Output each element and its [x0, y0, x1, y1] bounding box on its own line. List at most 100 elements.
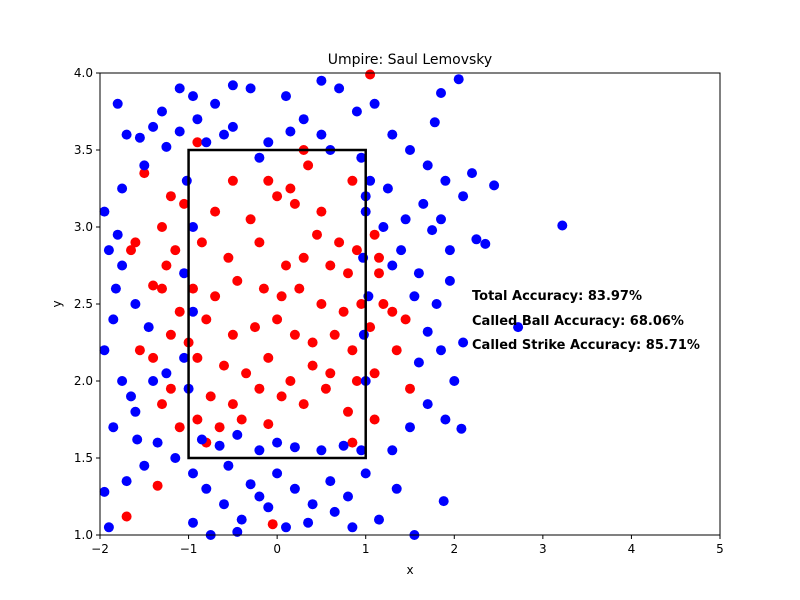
pitch-point	[130, 299, 141, 309]
pitch-point	[110, 283, 121, 294]
pitch-point	[281, 260, 291, 271]
x-axis-label: x	[406, 563, 413, 577]
pitch-point	[148, 280, 159, 291]
pitch-point	[356, 299, 367, 309]
x-axis-ticks: −2 −1 0 1 2 3 4 5	[91, 535, 724, 556]
pitch-point	[112, 98, 123, 109]
pitch-point	[365, 175, 376, 186]
pitch-point	[378, 299, 389, 309]
pitch-point	[254, 152, 265, 163]
x-tick-label: 2	[450, 542, 458, 556]
pitch-point	[254, 491, 265, 502]
pitch-point	[365, 322, 376, 333]
pitch-point	[227, 399, 238, 410]
pitch-point	[188, 468, 198, 479]
pitch-point	[165, 383, 176, 394]
pitch-point	[165, 191, 176, 202]
y-tick-label: 2.5	[74, 297, 93, 311]
pitch-point	[170, 453, 181, 463]
pitch-point	[130, 237, 141, 248]
pitch-point	[132, 434, 143, 445]
pitch-point	[245, 83, 256, 94]
pitch-point	[188, 283, 198, 294]
pitch-point	[444, 275, 455, 286]
pitch-point	[179, 352, 190, 363]
pitch-point	[170, 245, 181, 256]
pitch-point	[219, 360, 229, 371]
pitch-point	[245, 214, 256, 225]
pitch-point	[391, 345, 402, 356]
pitch-point	[223, 252, 234, 263]
pitch-point	[201, 314, 212, 325]
pitch-point	[343, 268, 353, 279]
pitch-point	[405, 145, 415, 155]
pitch-point	[356, 152, 367, 163]
pitch-point	[440, 414, 451, 425]
pitch-point	[405, 383, 415, 394]
pitch-point	[356, 445, 367, 456]
pitch-point	[320, 383, 331, 394]
pitch-point	[188, 517, 198, 528]
pitch-point	[210, 98, 221, 109]
pitch-point	[360, 468, 371, 479]
pitch-point	[143, 322, 154, 333]
pitch-point	[263, 419, 274, 430]
pitch-point	[214, 440, 225, 451]
y-tick-label: 4.0	[74, 66, 93, 80]
pitch-point	[382, 183, 393, 194]
pitch-point	[289, 329, 300, 340]
pitch-point	[188, 91, 198, 102]
pitch-point	[254, 383, 265, 394]
pitch-point	[431, 299, 442, 309]
pitch-point	[117, 183, 128, 194]
pitch-point	[325, 476, 336, 487]
y-axis-ticks: 1.0 1.5 2.0 2.5 3.0 3.5 4.0	[74, 66, 100, 542]
pitch-point	[103, 245, 114, 256]
pitch-point	[227, 80, 238, 91]
pitch-point	[139, 160, 150, 171]
pitch-point	[289, 198, 300, 209]
pitch-point	[458, 191, 469, 202]
pitch-point	[347, 522, 358, 533]
pitch-point	[272, 191, 283, 202]
pitch-point	[196, 237, 207, 248]
pitch-point	[303, 160, 314, 171]
pitch-point	[201, 483, 212, 494]
pitch-point	[374, 252, 384, 263]
strike-zone-layer	[187, 148, 367, 460]
pitch-point	[358, 329, 369, 340]
pitch-point	[219, 499, 229, 510]
pitch-point	[467, 168, 477, 179]
pitch-point	[236, 414, 247, 425]
pitch-point	[108, 314, 119, 325]
pitch-point	[148, 376, 159, 386]
pitch-point	[444, 245, 455, 256]
pitch-point	[263, 352, 274, 363]
pitch-point	[298, 252, 309, 263]
data-points	[99, 69, 568, 540]
pitch-point	[312, 229, 322, 240]
pitch-point	[440, 175, 451, 186]
pitch-point	[179, 268, 190, 279]
pitch-point	[557, 220, 568, 231]
pitch-point	[157, 106, 167, 117]
pitch-point	[134, 345, 145, 356]
pitch-point	[126, 245, 136, 256]
pitch-point	[263, 502, 274, 513]
pitch-point	[316, 299, 327, 309]
pitch-point	[369, 229, 380, 240]
pitch-point	[117, 376, 128, 386]
pitch-point	[227, 329, 238, 340]
called-ball-accuracy-label: Called Ball Accuracy: 68.06%	[472, 314, 684, 329]
y-tick-label: 1.0	[74, 528, 93, 542]
pitch-point	[387, 306, 398, 317]
pitch-point	[276, 391, 287, 402]
pitch-point	[272, 314, 283, 325]
pitch-point	[181, 175, 192, 186]
pitch-point	[276, 291, 287, 302]
pitch-point	[263, 175, 274, 186]
chart-title: Umpire: Saul Lemovsky	[328, 52, 492, 68]
pitch-point	[99, 206, 110, 217]
pitch-point	[139, 168, 150, 179]
